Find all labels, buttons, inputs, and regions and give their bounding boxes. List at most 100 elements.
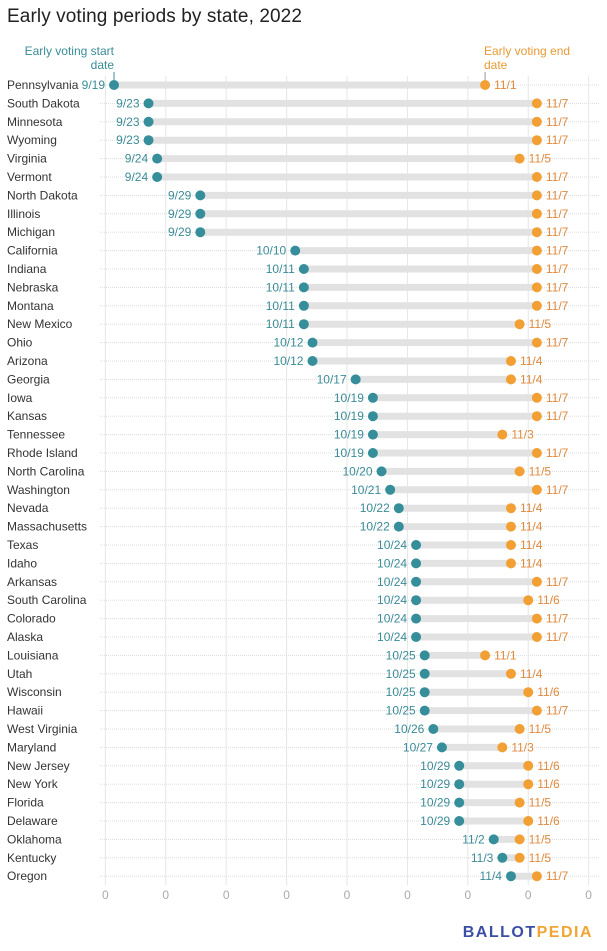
state-label: New York — [7, 777, 59, 791]
start-date-label: 10/24 — [377, 612, 407, 626]
ballotpedia-logo: BALLOTPEDIA — [463, 924, 593, 942]
start-date-label: 10/29 — [420, 777, 450, 791]
start-dot — [488, 834, 499, 845]
start-date-label: 10/24 — [377, 538, 407, 552]
state-label: Oregon — [7, 869, 47, 883]
end-date-label: 11/6 — [537, 814, 560, 828]
state-row: Wisconsin 10/25 11/6 — [7, 685, 560, 699]
end-date-label: 11/7 — [546, 630, 569, 644]
end-dot — [531, 337, 542, 348]
state-row: Colorado 10/24 11/7 — [7, 612, 569, 626]
end-date-label: 11/5 — [529, 796, 552, 810]
start-dot — [195, 190, 206, 201]
state-row: Delaware 10/29 11/6 — [7, 814, 560, 828]
state-row: Iowa 10/19 11/7 — [7, 391, 569, 405]
start-date-label: 9/29 — [168, 207, 192, 221]
start-date-label: 10/19 — [334, 446, 364, 460]
x-tick-label: 0 — [464, 888, 471, 902]
end-date-label: 11/5 — [529, 464, 552, 478]
end-date-label: 11/5 — [529, 152, 552, 166]
state-row: North Dakota 9/29 11/7 — [7, 188, 569, 202]
state-label: Georgia — [7, 372, 50, 386]
end-dot — [531, 227, 542, 238]
end-date-label: 11/7 — [546, 409, 569, 423]
state-row: Idaho 10/24 11/4 — [7, 556, 543, 570]
end-date-label: 11/4 — [520, 354, 543, 368]
start-date-label: 10/10 — [256, 244, 286, 258]
end-dot — [531, 871, 542, 882]
start-dot — [376, 466, 387, 477]
state-row: Tennessee 10/19 11/3 — [7, 428, 534, 442]
state-label: Nebraska — [7, 280, 59, 294]
end-date-label: 11/7 — [546, 115, 569, 129]
end-dot — [523, 760, 534, 771]
state-row: Arizona 10/12 11/4 — [7, 354, 543, 368]
x-tick-label: 0 — [344, 888, 351, 902]
end-date-label: 11/7 — [546, 575, 569, 589]
state-row: New Jersey 10/29 11/6 — [7, 759, 560, 773]
end-dot — [505, 356, 516, 366]
start-date-label: 10/26 — [394, 722, 424, 736]
state-label: Iowa — [7, 391, 33, 405]
start-dot — [143, 135, 154, 146]
start-dot — [298, 264, 309, 274]
state-label: Vermont — [7, 170, 52, 184]
state-label: Utah — [7, 667, 32, 681]
end-date-label: 11/7 — [546, 336, 569, 350]
state-label: New Mexico — [7, 317, 73, 331]
end-date-label: 11/7 — [546, 280, 569, 294]
end-date-label: 11/7 — [546, 391, 569, 405]
start-dot — [290, 245, 301, 256]
state-label: Indiana — [7, 262, 47, 276]
start-dot — [436, 742, 447, 753]
start-dot — [411, 540, 422, 550]
state-row: Louisiana 10/25 11/1 — [7, 648, 517, 662]
start-dot — [419, 687, 430, 698]
start-dot — [298, 300, 309, 311]
start-date-annotation: Early voting start date — [10, 44, 114, 72]
state-label: California — [7, 244, 58, 258]
end-date-label: 11/7 — [546, 299, 569, 313]
chart-rows: Pennsylvania 9/19 11/1 South Dakota 9/23 11/7… — [7, 78, 569, 883]
start-date-label: 10/25 — [386, 704, 416, 718]
end-date-label: 11/3 — [511, 740, 534, 754]
end-dot — [531, 484, 542, 495]
state-row: Oklahoma 11/2 11/5 — [7, 832, 551, 846]
end-date-label: 11/7 — [546, 612, 569, 626]
start-dot — [454, 760, 465, 771]
start-date-label: 10/27 — [403, 740, 433, 754]
state-label: Minnesota — [7, 115, 63, 129]
start-dot — [195, 208, 206, 219]
start-dot — [497, 852, 508, 863]
end-date-label: 11/7 — [546, 207, 569, 221]
state-label: Virginia — [7, 152, 47, 166]
end-dot — [531, 411, 542, 422]
state-label: Kentucky — [7, 851, 56, 865]
end-dot — [505, 668, 516, 679]
end-dot — [514, 834, 525, 845]
start-date-label: 10/11 — [266, 299, 295, 313]
start-dot — [411, 595, 422, 606]
state-row: Indiana 10/11 11/7 — [7, 262, 569, 276]
start-dot — [385, 484, 396, 495]
end-annotation-line1: Early voting end — [484, 44, 571, 58]
start-date-label: 9/19 — [82, 78, 106, 92]
state-label: Wyoming — [7, 133, 57, 147]
end-dot — [505, 558, 516, 569]
state-row: New York 10/29 11/6 — [7, 777, 560, 791]
end-dot — [480, 650, 491, 661]
start-date-label: 11/3 — [471, 851, 494, 865]
start-dot — [419, 705, 430, 716]
start-date-label: 10/11 — [266, 262, 295, 276]
end-date-label: 11/4 — [520, 667, 543, 681]
start-dot — [411, 576, 422, 587]
end-date-label: 11/7 — [546, 244, 569, 258]
x-tick-label: 0 — [102, 888, 109, 902]
x-tick-label: 0 — [223, 888, 230, 902]
x-tick-label: 0 — [585, 888, 592, 902]
end-dot — [531, 264, 542, 274]
start-date-label: 10/17 — [317, 372, 347, 386]
end-dot — [531, 208, 542, 219]
state-row: Vermont 9/24 11/7 — [7, 170, 569, 184]
state-row: Florida 10/29 11/5 — [7, 796, 551, 810]
